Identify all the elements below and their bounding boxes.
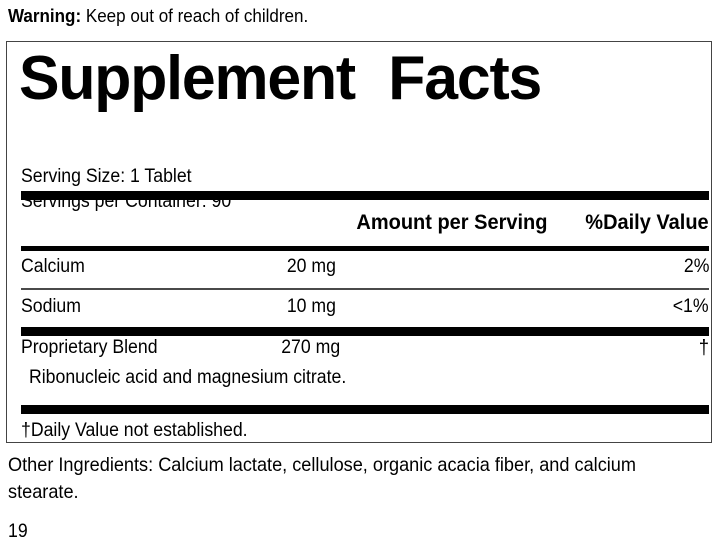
rule-before-footnote	[21, 405, 709, 414]
proprietary-blend-ingredients: Ribonucleic acid and magnesium citrate.	[29, 367, 347, 388]
column-header-daily-value: %Daily Value	[585, 210, 709, 234]
nutrient-amount: 20 mg	[286, 256, 336, 277]
nutrient-name: Calcium	[21, 256, 85, 277]
title-word-facts: Facts	[388, 44, 542, 113]
warning-label: Warning:	[8, 5, 82, 26]
daily-value-footnote: †Daily Value not established.	[21, 420, 248, 441]
title-word-supplement: Supplement	[19, 44, 356, 113]
table-row: Sodium 10 mg <1%	[21, 292, 709, 328]
rule-before-proprietary-blend	[21, 327, 709, 336]
nutrient-name: Sodium	[21, 296, 81, 317]
table-row: Calcium 20 mg 2%	[21, 252, 709, 288]
other-ingredients-text: Other Ingredients: Calcium lactate, cell…	[8, 454, 636, 503]
warning-line: Warning: Keep out of reach of children.	[8, 4, 652, 28]
nutrient-name: Proprietary Blend	[21, 337, 158, 358]
page-number: 19	[8, 521, 28, 542]
supplement-facts-inner: Supplement Facts Serving Size: 1 Tablet S…	[15, 42, 709, 442]
column-header-amount-per-serving: Amount per Serving	[355, 210, 547, 234]
nutrient-daily-value: 2%	[683, 256, 709, 277]
supplement-facts-panel: Supplement Facts Serving Size: 1 Tablet S…	[6, 41, 712, 443]
nutrient-amount: 270 mg	[281, 337, 341, 358]
rule-between-calcium-sodium	[21, 288, 709, 290]
column-header-row: Amount per Serving %Daily Value	[21, 208, 709, 240]
nutrient-daily-value: †	[698, 337, 709, 359]
rule-top-bar	[21, 191, 709, 200]
table-row: Proprietary Blend 270 mg †	[21, 333, 709, 369]
nutrient-amount: 10 mg	[286, 296, 336, 317]
serving-size-line: Serving Size: 1 Tablet	[21, 166, 192, 187]
nutrient-daily-value: <1%	[673, 296, 709, 317]
supplement-facts-title: Supplement Facts	[19, 45, 697, 113]
serving-info-block: Serving Size: 1 Tablet Servings per Cont…	[21, 164, 521, 214]
rule-under-column-header	[21, 246, 709, 251]
warning-text: Keep out of reach of children.	[81, 5, 309, 26]
